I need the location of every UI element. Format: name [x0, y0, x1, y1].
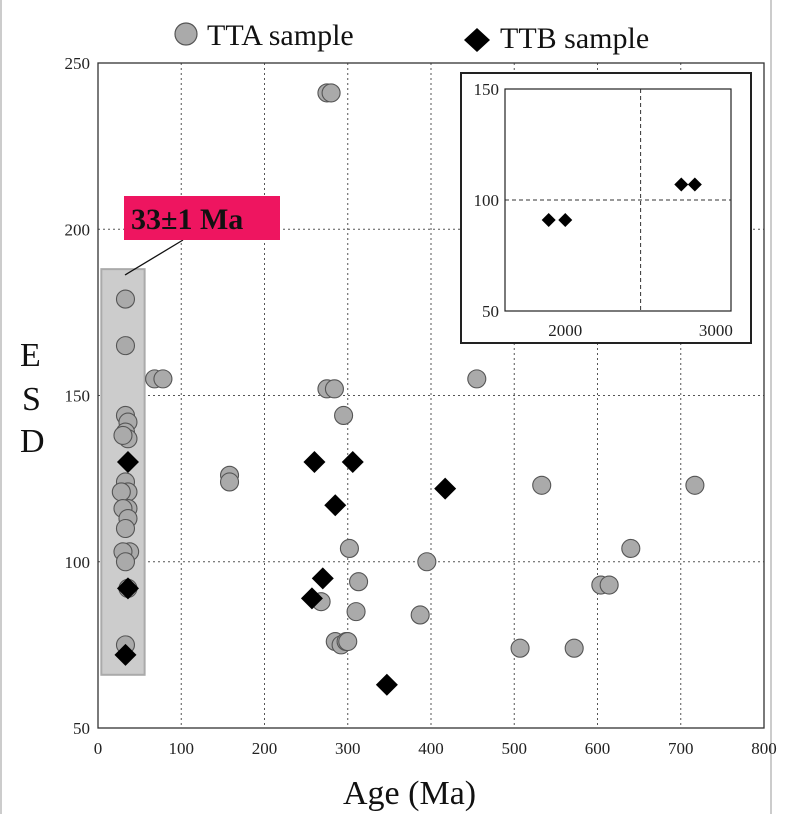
- x-tick-label: 0: [94, 739, 103, 758]
- inset-ttb-point: [558, 212, 573, 227]
- y-tick-label: 200: [65, 220, 91, 239]
- y-tick-label: 150: [65, 387, 91, 406]
- x-tick-label: 700: [668, 739, 694, 758]
- x-tick-label: 600: [585, 739, 611, 758]
- inset-outer-frame: [460, 72, 752, 344]
- legend-marker-tta: [174, 22, 198, 46]
- y-axis-title-letter-1: E: [20, 337, 41, 374]
- tta-point: [510, 638, 530, 658]
- tta-point: [346, 602, 366, 622]
- inset-y-tick-label: 50: [482, 302, 499, 321]
- inset-x-tick-label: 3000: [699, 321, 733, 340]
- x-tick-label: 500: [502, 739, 528, 758]
- ttb-point: [116, 577, 139, 600]
- tta-point: [113, 425, 133, 445]
- main-plot: 0 100 200 300 400 500 600 700 80050100150200250 …: [65, 54, 777, 758]
- ttb-point: [434, 477, 457, 500]
- tta-point: [349, 572, 369, 592]
- tta-point: [115, 289, 136, 309]
- inset-gridlines: [505, 89, 731, 311]
- x-tick-label: 100: [169, 739, 195, 758]
- inset-y-tick-label: 150: [474, 80, 500, 99]
- tta-point: [115, 518, 136, 539]
- x-tick-label: 300: [335, 739, 361, 758]
- tta-point: [219, 472, 240, 492]
- x-tick-label: 800: [751, 739, 777, 758]
- ttb-point: [300, 587, 323, 610]
- tta-point: [324, 379, 344, 399]
- main-plot-frame: [97, 62, 765, 729]
- tta-point: [417, 552, 437, 572]
- tta-point: [467, 369, 487, 389]
- tta-point: [599, 575, 619, 595]
- tta-point: [685, 475, 705, 495]
- inset-x-tick-label: 2000: [548, 321, 582, 340]
- tta-point: [621, 538, 641, 559]
- x-tick-label: 200: [252, 739, 278, 758]
- annotation-leader-line: [124, 239, 184, 276]
- ttb-point: [311, 567, 334, 590]
- legend-label-tta: TTA sample: [207, 19, 354, 52]
- ttb-points: [114, 451, 457, 696]
- ttb-point: [116, 451, 139, 473]
- legend-marker-ttb: [464, 28, 490, 52]
- tta-points: [111, 83, 705, 658]
- tta-point: [115, 552, 136, 572]
- tta-point: [115, 336, 136, 356]
- inset-ttb-points: [541, 177, 702, 227]
- y-tick-label: 50: [73, 719, 90, 738]
- tta-point: [111, 482, 131, 502]
- tta-point: [321, 83, 341, 103]
- annotation-label: 33±1 Ma: [131, 203, 243, 236]
- y-axis-title-letter-2: S: [22, 381, 41, 418]
- inset-plot-frame: [504, 88, 732, 312]
- tta-point: [410, 605, 430, 625]
- ttb-point: [324, 494, 347, 517]
- y-axis-title-letter-3: D: [20, 423, 45, 460]
- y-axis-title: E S D: [20, 337, 45, 460]
- tta-point: [153, 369, 173, 389]
- inset-tick-labels: 2000 3000 50 100 150: [474, 80, 733, 340]
- inset-ttb-point: [541, 212, 556, 227]
- annotation-box: [124, 196, 280, 240]
- inset-ttb-point: [674, 177, 689, 192]
- inset-ttb-point: [687, 177, 702, 192]
- inset-y-tick-label: 100: [474, 191, 500, 210]
- y-tick-label: 100: [65, 553, 91, 572]
- main-tick-labels: 0 100 200 300 400 500 600 700 800 50 100 150 200 250: [65, 54, 777, 758]
- legend-label-ttb: TTB sample: [500, 22, 649, 55]
- y-tick-label: 250: [65, 54, 91, 73]
- tta-point: [334, 405, 354, 426]
- highlight-region: [100, 268, 146, 676]
- tta-point: [564, 638, 584, 658]
- ttb-point: [114, 643, 137, 666]
- ttb-point: [341, 451, 364, 473]
- tta-point: [532, 475, 552, 495]
- legend: TTA sample TTB sample: [174, 19, 649, 55]
- inset-chart: 2000 3000 50 100 150: [460, 72, 752, 344]
- tta-point: [339, 538, 359, 559]
- tta-point: [338, 631, 358, 652]
- x-tick-label: 400: [418, 739, 444, 758]
- ttb-point: [375, 673, 398, 696]
- x-axis-title: Age (Ma): [343, 775, 476, 812]
- ttb-point: [303, 451, 326, 473]
